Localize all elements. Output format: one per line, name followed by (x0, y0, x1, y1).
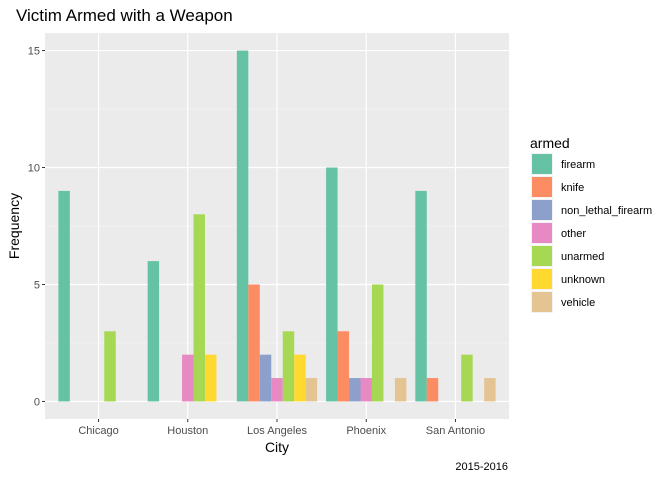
bar-firearm (326, 167, 338, 402)
bar-knife (248, 284, 260, 402)
x-tick-label: San Antonio (426, 425, 485, 437)
bar-vehicle (484, 378, 496, 402)
y-tick-label: 10 (28, 163, 40, 175)
legend-label-other: other (561, 228, 586, 240)
x-axis-title: City (265, 439, 289, 455)
bar-knife (426, 378, 439, 402)
bar-vehicle (305, 378, 318, 402)
bar-knife (337, 331, 350, 402)
legend-label-unknown: unknown (561, 274, 605, 286)
y-tick-label: 0 (34, 396, 40, 408)
bar-firearm (58, 190, 70, 402)
legend-swatch-unarmed (532, 246, 552, 266)
legend-label-vehicle: vehicle (561, 297, 595, 309)
x-axis-ticks: Chicago Houston Los Angeles Phoenix San Anto… (78, 419, 485, 437)
y-tick-label: 15 (28, 46, 40, 58)
y-axis-title: Frequency (6, 193, 22, 259)
legend-swatch-other (532, 223, 552, 243)
legend-label-knife: knife (561, 182, 584, 194)
chart-title: Victim Armed with a Weapon (16, 6, 233, 25)
bar-unknown (204, 354, 217, 402)
bar-firearm (236, 50, 249, 402)
legend-swatch-knife (532, 177, 552, 197)
grid-lines (45, 33, 509, 419)
bar-unarmed (282, 331, 295, 402)
bar-non_lethal_firearm (259, 354, 272, 402)
x-tick-label: Phoenix (346, 425, 386, 437)
chart-caption: 2015-2016 (455, 461, 508, 473)
bar-vehicle (394, 378, 407, 402)
bar-other (182, 354, 194, 402)
legend-title: armed (530, 135, 570, 151)
bar-unarmed (193, 214, 205, 402)
y-tick-label: 5 (34, 279, 40, 291)
legend-swatch-non_lethal_firearm (532, 200, 552, 220)
legend-label-unarmed: unarmed (561, 251, 604, 263)
bar-unarmed (461, 354, 473, 402)
x-tick-label: Los Angeles (247, 425, 307, 437)
bar-non_lethal_firearm (349, 378, 361, 402)
bar-unarmed (371, 284, 384, 402)
bar-unknown (294, 354, 306, 402)
bar-unarmed (104, 331, 116, 402)
x-tick-label: Houston (167, 425, 208, 437)
bar-other (360, 378, 372, 402)
bar-other (271, 378, 283, 402)
bars (58, 50, 496, 402)
legend-swatch-unknown (532, 269, 552, 289)
bar-firearm (415, 190, 427, 402)
x-tick-label: Chicago (78, 425, 118, 437)
legend-swatch-vehicle (532, 292, 552, 312)
y-axis-ticks: 0 5 10 15 (28, 46, 45, 408)
legend-label-firearm: firearm (561, 159, 595, 171)
legend-swatch-firearm (532, 154, 552, 174)
legend: armed firearm knife non_lethal_firearmothe… (530, 135, 652, 313)
bar-firearm (147, 261, 160, 402)
legend-label-non_lethal_firearm: non_lethal_firearm (561, 205, 652, 217)
